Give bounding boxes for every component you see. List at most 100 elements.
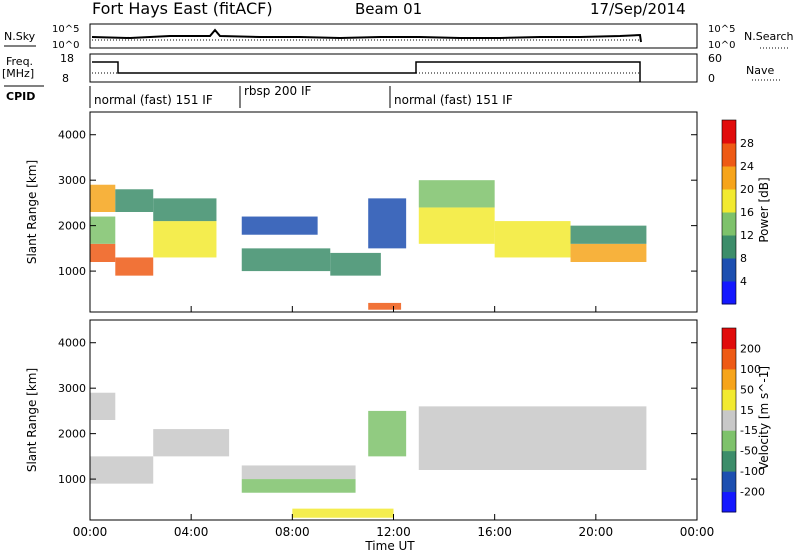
velocity-ytick-label: 4000 [58, 337, 86, 350]
power-heatmap [90, 180, 647, 310]
power-region-1 [90, 243, 116, 262]
cpid-segment-3: normal (fast) 151 IF [394, 93, 513, 107]
velocity-colorbar-bin [722, 471, 736, 493]
velocity-colorbar-tick: 15 [740, 404, 754, 417]
power-region-14 [494, 221, 571, 258]
freq-label: Freq. [6, 55, 33, 68]
power-panel: Slant Range [km] 1000 2000 3000 4000 4 8 12 16… [25, 111, 771, 313]
velocity-colorbar-tick: -50 [740, 445, 758, 458]
power-colorbar-bin [722, 166, 736, 190]
power-ytick-label: 1000 [58, 265, 86, 278]
x-tick-label: 00:00 [680, 525, 715, 539]
power-region-16 [570, 225, 647, 244]
power-region-13 [418, 180, 495, 208]
freq-tick-bottom: 8 [62, 72, 69, 85]
power-colorbar-frame [721, 119, 737, 305]
power-region-8 [241, 248, 331, 272]
cpid-segment-1: normal (fast) 151 IF [94, 93, 213, 107]
velocity-colorbar-tick: -15 [740, 424, 758, 437]
velocity-colorbar-tick: -100 [740, 465, 765, 478]
power-region-4 [115, 257, 154, 276]
x-tick-label: 12:00 [376, 525, 411, 539]
power-ytick-label: 4000 [58, 129, 86, 142]
nsky-tick-top: 10^5 [52, 24, 79, 35]
beam-title: Beam 01 [355, 0, 422, 18]
nsearch-tick-top: 10^5 [708, 24, 735, 35]
velocity-ytick-label: 3000 [58, 382, 86, 395]
power-region-7 [153, 198, 217, 222]
velocity-ytick-label: 2000 [58, 428, 86, 441]
power-colorbar-label: Power [dB] [757, 177, 771, 242]
velocity-region-7 [418, 406, 647, 470]
velocity-region-5 [241, 479, 356, 493]
freq-trace [92, 61, 641, 82]
x-axis-label: Time UT [364, 539, 415, 553]
velocity-colorbar-bin [722, 409, 736, 431]
velocity-region-2 [90, 456, 154, 484]
power-colorbar-tick: 20 [740, 183, 754, 196]
velocity-ytick-label: 1000 [58, 473, 86, 486]
velocity-colorbar-bin [722, 450, 736, 472]
power-colorbar-bin [722, 120, 736, 144]
nsearch-tick-bottom: 10^0 [708, 40, 735, 51]
power-y-ticks: 1000 2000 3000 4000 [58, 129, 697, 278]
velocity-region-1 [90, 392, 116, 420]
power-region-3 [90, 184, 116, 212]
nave-tick-bottom: 0 [708, 72, 715, 85]
velocity-heatmap [90, 392, 647, 518]
power-colorbar-bin [722, 281, 736, 305]
velocity-panel: Slant Range [km] 1000 2000 3000 4000 200 100… [25, 319, 771, 521]
power-ytick-label: 3000 [58, 174, 86, 187]
nsky-panel: N.Sky 10^5 10^0 10^5 10^0 N.Search [4, 23, 794, 51]
velocity-colorbar-bin [722, 348, 736, 370]
x-tick-label: 16:00 [477, 525, 512, 539]
station-title: Fort Hays East (fitACF) [92, 0, 273, 18]
nsky-trace [91, 28, 642, 43]
velocity-ylabel: Slant Range [km] [25, 368, 39, 472]
velocity-colorbar-bin [722, 430, 736, 452]
power-region-11 [368, 198, 407, 249]
power-colorbar-tick: 24 [740, 160, 754, 173]
power-colorbar-tick: 28 [740, 137, 754, 150]
velocity-colorbar-bin [722, 368, 736, 390]
velocity-region-8 [292, 508, 394, 518]
power-region-6 [153, 221, 217, 258]
velocity-region-4 [241, 465, 356, 480]
cpid-row: CPID normal (fast) 151 IF rbsp 200 IF no… [4, 84, 513, 108]
power-colorbar-bin [722, 258, 736, 282]
power-colorbar-tick: 12 [740, 229, 754, 242]
power-region-10 [330, 252, 381, 276]
power-colorbar-tick: 8 [740, 252, 747, 265]
nsky-label: N.Sky [4, 30, 36, 43]
x-tick-label: 04:00 [174, 525, 209, 539]
power-region-12 [418, 207, 495, 244]
velocity-region-3 [153, 429, 230, 457]
power-colorbar-bin [722, 189, 736, 213]
freq-unit-label: [MHz] [2, 67, 34, 80]
power-region-15 [570, 243, 647, 262]
nsearch-label: N.Search [744, 30, 794, 43]
x-tick-label: 20:00 [579, 525, 614, 539]
nave-label: Nave [746, 64, 774, 77]
nsky-tick-bottom: 10^0 [52, 40, 79, 51]
velocity-colorbar: 200 100 50 15 -15 -50 -100 -200 [721, 327, 765, 513]
power-colorbar-tick: 4 [740, 275, 747, 288]
power-ytick-label: 2000 [58, 220, 86, 233]
power-region-17 [368, 302, 402, 310]
velocity-y-ticks: 1000 2000 3000 4000 [58, 337, 697, 486]
velocity-colorbar-tick: 200 [740, 342, 761, 355]
velocity-colorbar-bin [722, 491, 736, 513]
power-ylabel: Slant Range [km] [25, 160, 39, 264]
velocity-colorbar-tick: -200 [740, 486, 765, 499]
power-colorbar-bin [722, 143, 736, 167]
velocity-colorbar-label: Velocity [m s^-1] [757, 366, 771, 470]
cpid-segment-2: rbsp 200 IF [244, 84, 311, 98]
power-colorbar-tick: 16 [740, 206, 754, 219]
date-title: 17/Sep/2014 [590, 0, 686, 18]
power-colorbar-bin [722, 235, 736, 259]
velocity-region-6 [368, 410, 407, 457]
velocity-colorbar-bin [722, 389, 736, 411]
freq-tick-top: 18 [60, 52, 74, 65]
power-region-5 [115, 189, 154, 212]
